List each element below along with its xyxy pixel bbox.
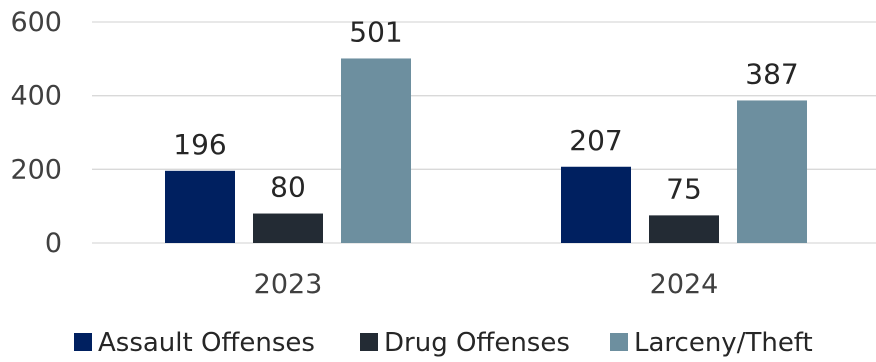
legend-swatch	[360, 333, 378, 351]
legend: Assault Offenses Drug Offenses Larceny/The…	[74, 328, 813, 358]
y-tick-label: 200	[10, 154, 62, 185]
data-label: 80	[270, 171, 306, 204]
data-label: 387	[745, 57, 798, 90]
legend-label: Drug Offenses	[384, 328, 570, 358]
legend-label: Assault Offenses	[98, 328, 315, 358]
category-label: 2024	[650, 269, 719, 300]
y-tick-label: 0	[45, 228, 62, 259]
y-tick-label: 400	[10, 81, 62, 112]
bars	[165, 58, 807, 244]
data-label: 196	[173, 128, 226, 161]
data-label: 207	[569, 124, 622, 157]
bar	[561, 166, 631, 243]
bar	[649, 215, 719, 243]
bar	[341, 58, 411, 244]
bar	[253, 213, 323, 243]
y-axis-tick-labels: 0 200 400 600	[10, 7, 62, 259]
bar	[737, 100, 807, 243]
data-label: 75	[666, 172, 702, 205]
legend-label: Larceny/Theft	[634, 328, 813, 358]
legend-swatch	[74, 333, 92, 351]
legend-swatch	[610, 333, 628, 351]
data-labels: 196 80 501 207 75 387	[173, 15, 798, 205]
category-labels: 2023 2024	[254, 269, 719, 300]
category-label: 2023	[254, 269, 323, 300]
data-label: 501	[349, 15, 402, 48]
bar	[165, 170, 235, 243]
y-tick-label: 600	[10, 7, 62, 38]
